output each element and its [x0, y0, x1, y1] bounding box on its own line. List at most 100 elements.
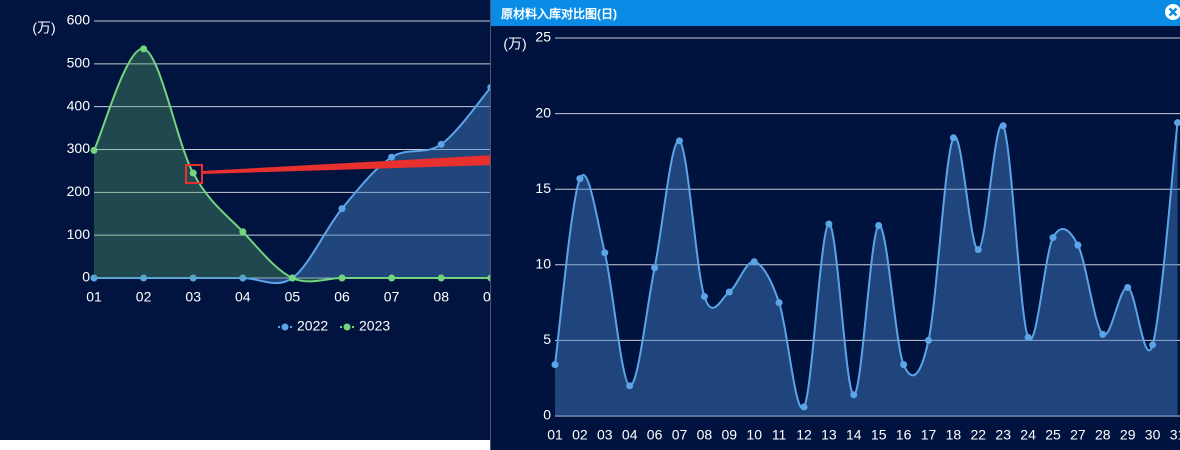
- point: [1174, 119, 1180, 127]
- y-unit: (万): [503, 36, 526, 52]
- point: [1024, 333, 1032, 341]
- point: [750, 258, 758, 266]
- popup-header: 原材料入库对比图(日): [491, 0, 1180, 26]
- line: [94, 86, 492, 285]
- y-tick-label: 200: [67, 183, 91, 199]
- x-tick-label: 29: [1120, 427, 1136, 443]
- point: [900, 361, 908, 369]
- y-tick-label: 20: [535, 104, 551, 120]
- point: [875, 221, 883, 229]
- x-tick-label: 31: [1170, 427, 1180, 443]
- x-tick-label: 05: [285, 289, 301, 305]
- x-tick-label: 02: [572, 427, 588, 443]
- y-tick-label: 0: [543, 407, 551, 423]
- x-tick-label: 18: [946, 427, 962, 443]
- point: [388, 274, 396, 282]
- x-tick-label: 01: [86, 289, 102, 305]
- point: [239, 228, 247, 236]
- point: [576, 175, 584, 183]
- y-tick-label: 5: [543, 331, 551, 347]
- point: [1099, 330, 1107, 338]
- popup-title: 原材料入库对比图(日): [501, 7, 617, 21]
- point: [437, 140, 445, 148]
- close-button[interactable]: [1164, 3, 1180, 21]
- right-chart: (万) 0 5 10 15 20 25 01 02 03 04 06 07 08 09 10 11 12 13 14…: [503, 29, 1180, 443]
- point: [925, 336, 932, 344]
- y-tick-label: 10: [535, 256, 551, 272]
- y-tick-label: 500: [67, 55, 91, 71]
- x-tick-label: 30: [1145, 427, 1161, 443]
- legend-icon: [343, 323, 351, 331]
- popup: 原材料入库对比图(日) (万) 0 5 10 15 20 25 01 02 03 04 06 07 08…: [490, 0, 1180, 450]
- chart-background: [0, 0, 490, 440]
- x-tick-label: 06: [334, 289, 350, 305]
- x-tick-label: 08: [433, 289, 449, 305]
- x-tick-label: 15: [871, 427, 887, 443]
- x-tick-label: 27: [1070, 427, 1086, 443]
- legend-label: 2022: [297, 318, 328, 334]
- x-tick-label: 12: [796, 427, 812, 443]
- point: [189, 274, 197, 282]
- point: [1049, 234, 1057, 242]
- point: [1124, 283, 1132, 291]
- point: [626, 382, 634, 390]
- point: [338, 205, 346, 213]
- point: [800, 403, 808, 411]
- y-tick-label: 15: [535, 180, 551, 196]
- point: [1074, 241, 1082, 249]
- x-tick-label: 25: [1045, 427, 1061, 443]
- area: [94, 48, 491, 282]
- y-tick-label: 100: [67, 226, 91, 242]
- point: [601, 249, 609, 257]
- point: [651, 264, 659, 272]
- x-tick-label: 04: [622, 427, 638, 443]
- x-tick-label: 10: [746, 427, 762, 443]
- x-tick-label: 17: [921, 427, 937, 443]
- area: [555, 122, 1178, 416]
- y-tick-label: 600: [67, 12, 91, 28]
- x-tick-label: 14: [846, 427, 862, 443]
- x-tick-label: 23: [995, 427, 1011, 443]
- x-tick-label: 08: [697, 427, 713, 443]
- point: [90, 274, 98, 282]
- point: [288, 274, 296, 282]
- point: [700, 293, 708, 301]
- x-tick-label: 16: [896, 427, 912, 443]
- area: [94, 87, 491, 284]
- x-tick-label: 28: [1095, 427, 1111, 443]
- point: [140, 45, 148, 53]
- y-tick-label: 0: [82, 269, 90, 285]
- x-tick-label: 03: [597, 427, 613, 443]
- point: [189, 169, 197, 177]
- x-tick-label: 06: [647, 427, 663, 443]
- point: [437, 274, 445, 282]
- point: [1149, 341, 1157, 349]
- x-tick-label: 24: [1020, 427, 1036, 443]
- legend-icon: [281, 323, 289, 331]
- x-tick-label: 11: [772, 427, 787, 443]
- x-tick-label: 09: [722, 427, 738, 443]
- point: [825, 220, 833, 228]
- x-tick-label: 22: [971, 427, 987, 443]
- point: [850, 391, 858, 399]
- x-tick-label: 03: [185, 289, 201, 305]
- x-tick-label: 13: [821, 427, 837, 443]
- x-tick-label: 07: [672, 427, 688, 443]
- y-tick-label: 400: [67, 97, 91, 113]
- y-tick-label: 300: [67, 140, 91, 156]
- x-tick-label: 02: [136, 289, 152, 305]
- point: [999, 122, 1007, 130]
- point: [725, 288, 733, 296]
- y-unit: (万): [32, 20, 55, 36]
- point: [974, 246, 982, 254]
- point: [388, 153, 396, 161]
- point: [90, 146, 98, 154]
- point: [775, 299, 783, 307]
- point: [140, 274, 148, 282]
- legend-label: 2023: [359, 318, 390, 334]
- y-tick-label: 25: [535, 29, 551, 45]
- x-tick-label: 07: [384, 289, 400, 305]
- point: [239, 274, 247, 282]
- point: [551, 361, 559, 369]
- x-tick-label: 04: [235, 289, 251, 305]
